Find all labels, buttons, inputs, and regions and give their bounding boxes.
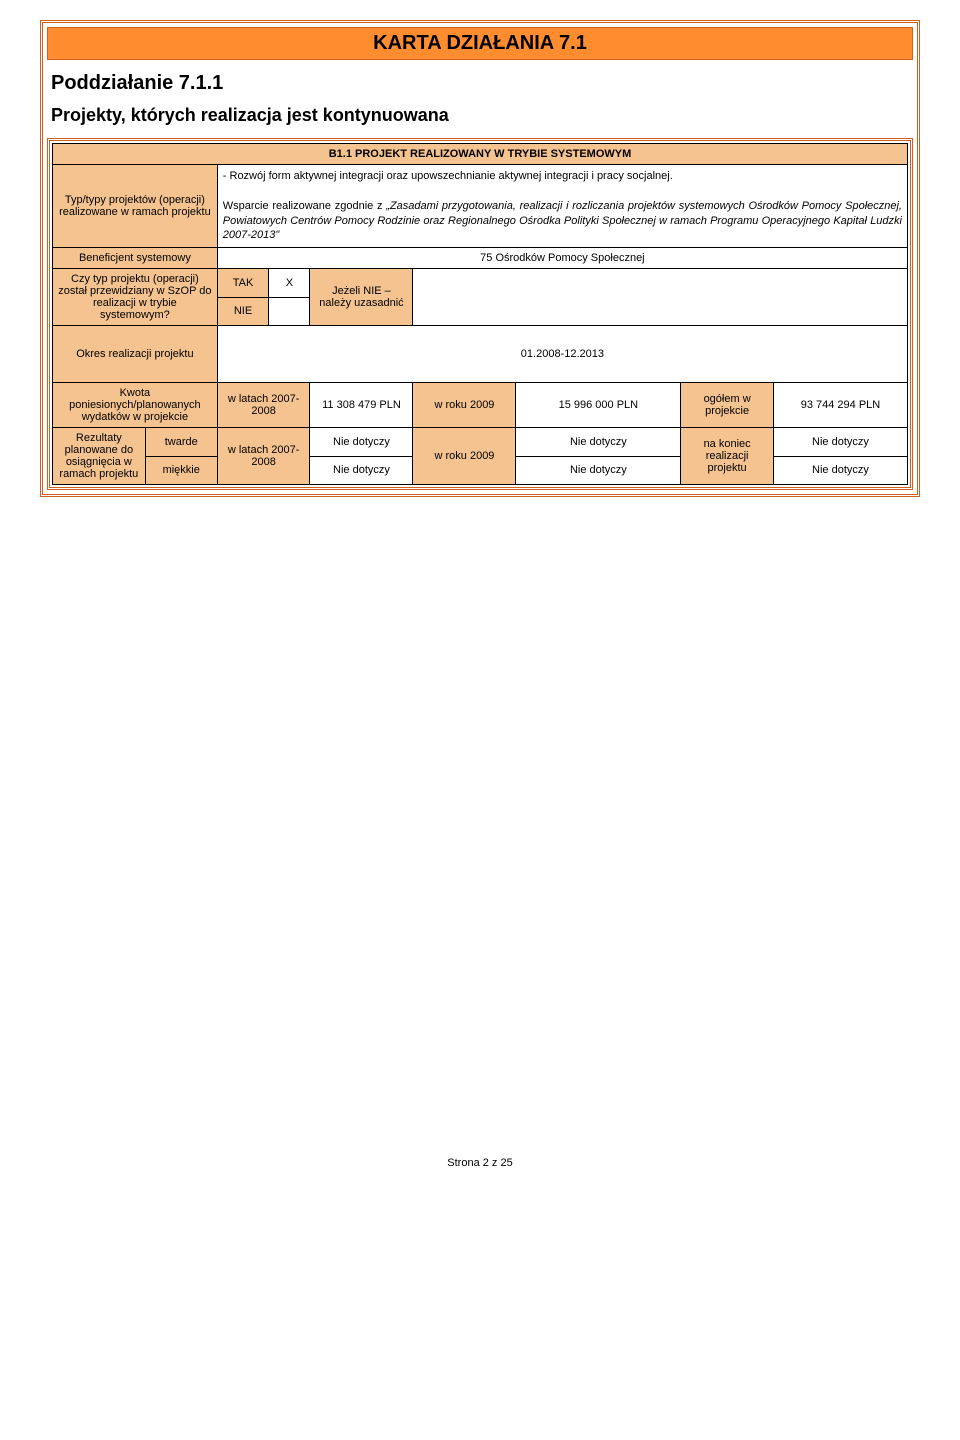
cell-amount2: 15 996 000 PLN	[516, 383, 681, 428]
project-title: B1.1 PROJEKT REALIZOWANY W TRYBIE SYSTEM…	[53, 144, 908, 165]
cell-x: X	[269, 269, 310, 298]
cell-nie: NIE	[217, 297, 269, 326]
document-banner: KARTA DZIAŁANIA 7.1	[47, 27, 913, 60]
cell-nie-val	[269, 297, 310, 326]
label-amount: Kwota poniesionych/planowanych wydatków …	[53, 383, 218, 428]
label-beneficiary: Beneficjent systemowy	[53, 248, 218, 269]
cell-nd-4: Nie dotyczy	[310, 456, 413, 485]
inner-frame: B1.1 PROJEKT REALIZOWANY W TRYBIE SYSTEM…	[47, 138, 913, 490]
cell-wroku-1: w roku 2009	[413, 383, 516, 428]
cell-amount3: 93 744 294 PLN	[773, 383, 907, 428]
cell-twarde: twarde	[145, 428, 217, 457]
row-beneficiary: Beneficjent systemowy 75 Ośrodków Pomocy…	[53, 248, 908, 269]
label-period: Okres realizacji projektu	[53, 326, 218, 383]
cell-nakoniec: na koniec realizacji projektu	[681, 428, 774, 485]
cell-nd-2: Nie dotyczy	[516, 428, 681, 457]
cell-nd-5: Nie dotyczy	[516, 456, 681, 485]
cell-wroku-2: w roku 2009	[413, 428, 516, 485]
row-systemic-1: Czy typ projektu (operacji) został przew…	[53, 269, 908, 298]
cell-miekkie: miękkie	[145, 456, 217, 485]
label-results: Rezultaty planowane do osiągnięcia w ram…	[53, 428, 146, 485]
cell-ogolem: ogółem w projekcie	[681, 383, 774, 428]
row-period: Okres realizacji projektu 01.2008-12.201…	[53, 326, 908, 383]
cell-wlatach-1: w latach 2007-2008	[217, 383, 310, 428]
cell-nd-3: Nie dotyczy	[773, 428, 907, 457]
value-type: - Rozwój form aktywnej integracji oraz u…	[217, 165, 907, 248]
cell-nd-1: Nie dotyczy	[310, 428, 413, 457]
row-amount: Kwota poniesionych/planowanych wydatków …	[53, 383, 908, 428]
cell-justify-label: Jeżeli NIE – należy uzasadnić	[310, 269, 413, 326]
cell-amount1: 11 308 479 PLN	[310, 383, 413, 428]
value-beneficiary: 75 Ośrodków Pomocy Społecznej	[217, 248, 907, 269]
label-type: Typ/typy projektów (operacji) realizowan…	[53, 165, 218, 248]
cell-wlatach-2: w latach 2007-2008	[217, 428, 310, 485]
section-subtitle: Projekty, których realizacja jest kontyn…	[51, 105, 913, 126]
cell-nd-6: Nie dotyczy	[773, 456, 907, 485]
label-systemic: Czy typ projektu (operacji) został przew…	[53, 269, 218, 326]
cell-tak: TAK	[217, 269, 269, 298]
row-type: Typ/typy projektów (operacji) realizowan…	[53, 165, 908, 248]
row-results-1: Rezultaty planowane do osiągnięcia w ram…	[53, 428, 908, 457]
page-footer: Strona 2 z 25	[40, 1157, 920, 1169]
page-container: KARTA DZIAŁANIA 7.1 Poddziałanie 7.1.1 P…	[20, 0, 940, 1440]
cell-justify-value	[413, 269, 908, 326]
value-period: 01.2008-12.2013	[217, 326, 907, 383]
outer-frame: KARTA DZIAŁANIA 7.1 Poddziałanie 7.1.1 P…	[40, 20, 920, 497]
type-para2a: Wsparcie realizowane zgodnie z	[223, 200, 386, 212]
data-table: B1.1 PROJEKT REALIZOWANY W TRYBIE SYSTEM…	[52, 143, 908, 485]
section-title: Poddziałanie 7.1.1	[51, 72, 913, 95]
type-para1: - Rozwój form aktywnej integracji oraz u…	[223, 170, 673, 182]
project-title-row: B1.1 PROJEKT REALIZOWANY W TRYBIE SYSTEM…	[53, 144, 908, 165]
